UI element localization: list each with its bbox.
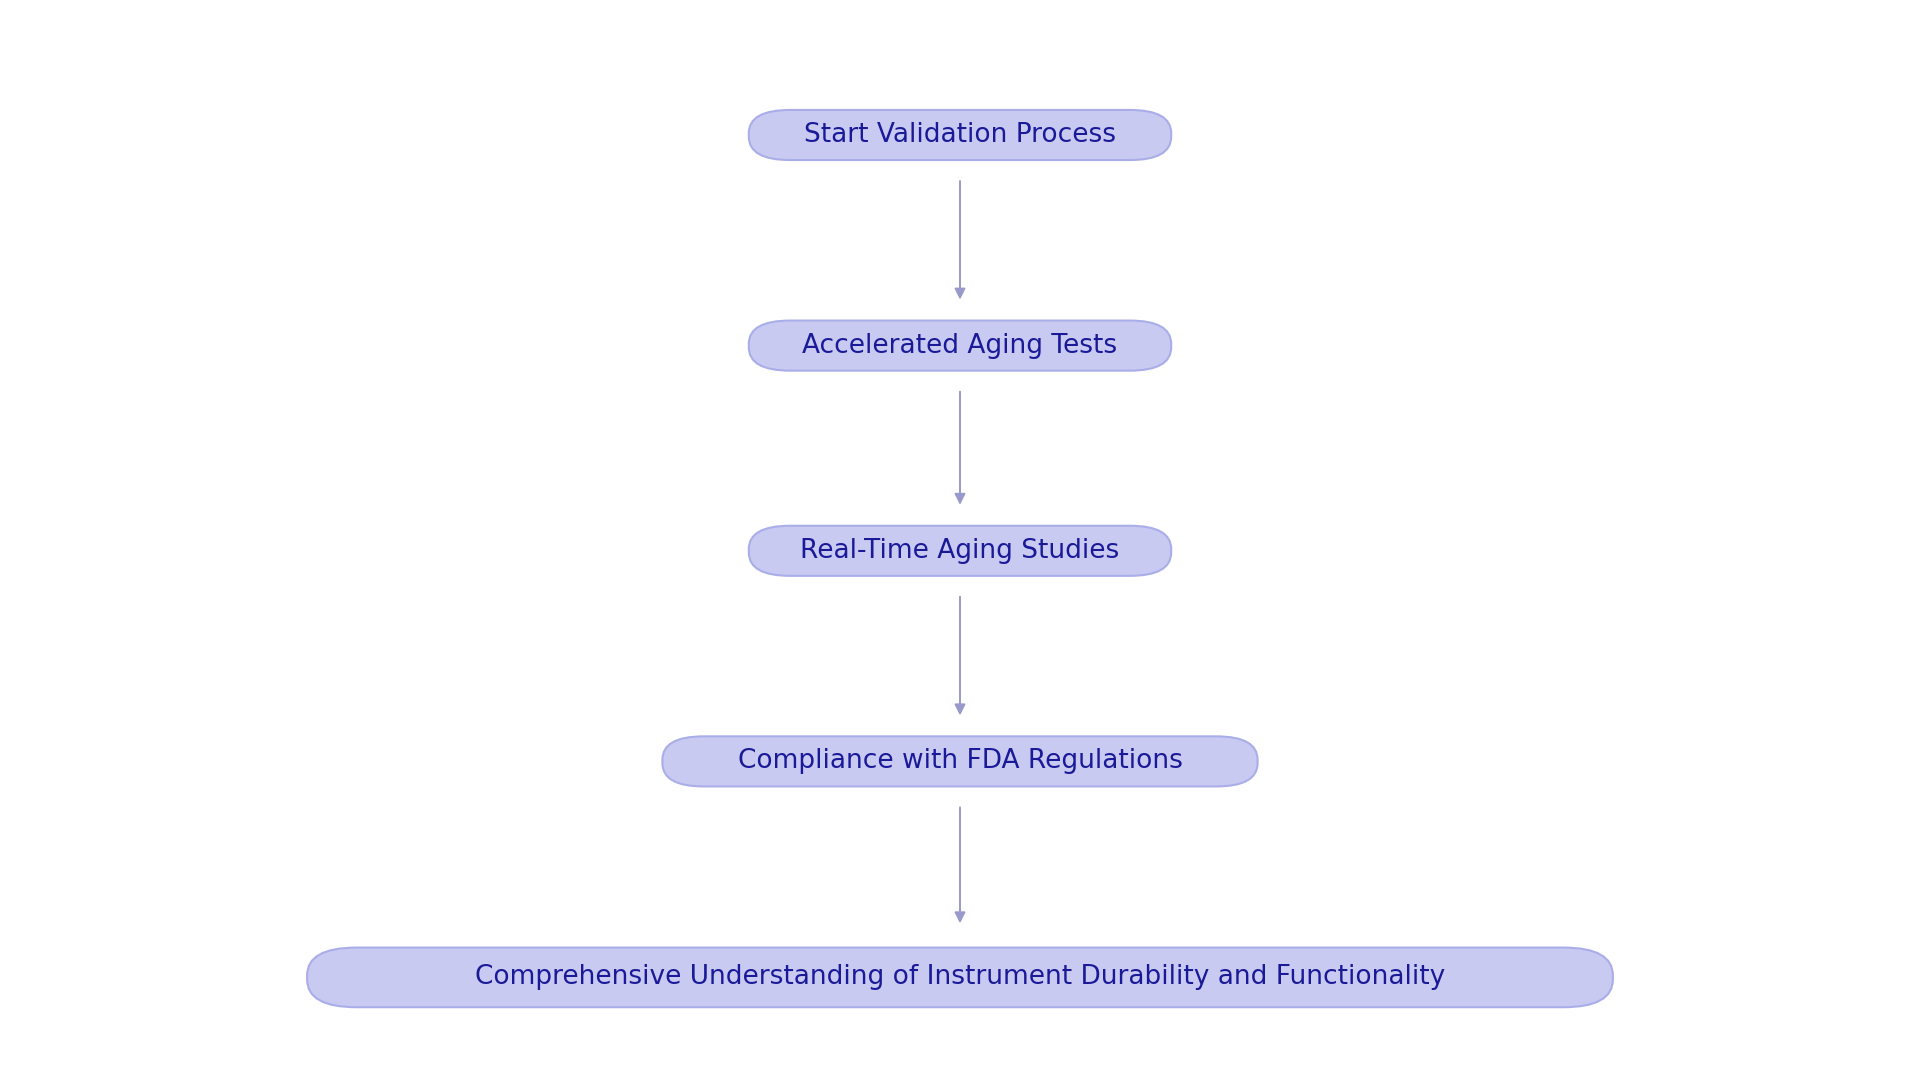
Text: Accelerated Aging Tests: Accelerated Aging Tests — [803, 333, 1117, 359]
FancyBboxPatch shape — [749, 321, 1171, 370]
FancyBboxPatch shape — [307, 947, 1613, 1008]
Text: Comprehensive Understanding of Instrument Durability and Functionality: Comprehensive Understanding of Instrumen… — [474, 964, 1446, 990]
Text: Compliance with FDA Regulations: Compliance with FDA Regulations — [737, 748, 1183, 774]
Text: Real-Time Aging Studies: Real-Time Aging Studies — [801, 538, 1119, 564]
FancyBboxPatch shape — [662, 737, 1258, 786]
FancyBboxPatch shape — [749, 110, 1171, 160]
Text: Start Validation Process: Start Validation Process — [804, 122, 1116, 148]
FancyBboxPatch shape — [749, 526, 1171, 576]
